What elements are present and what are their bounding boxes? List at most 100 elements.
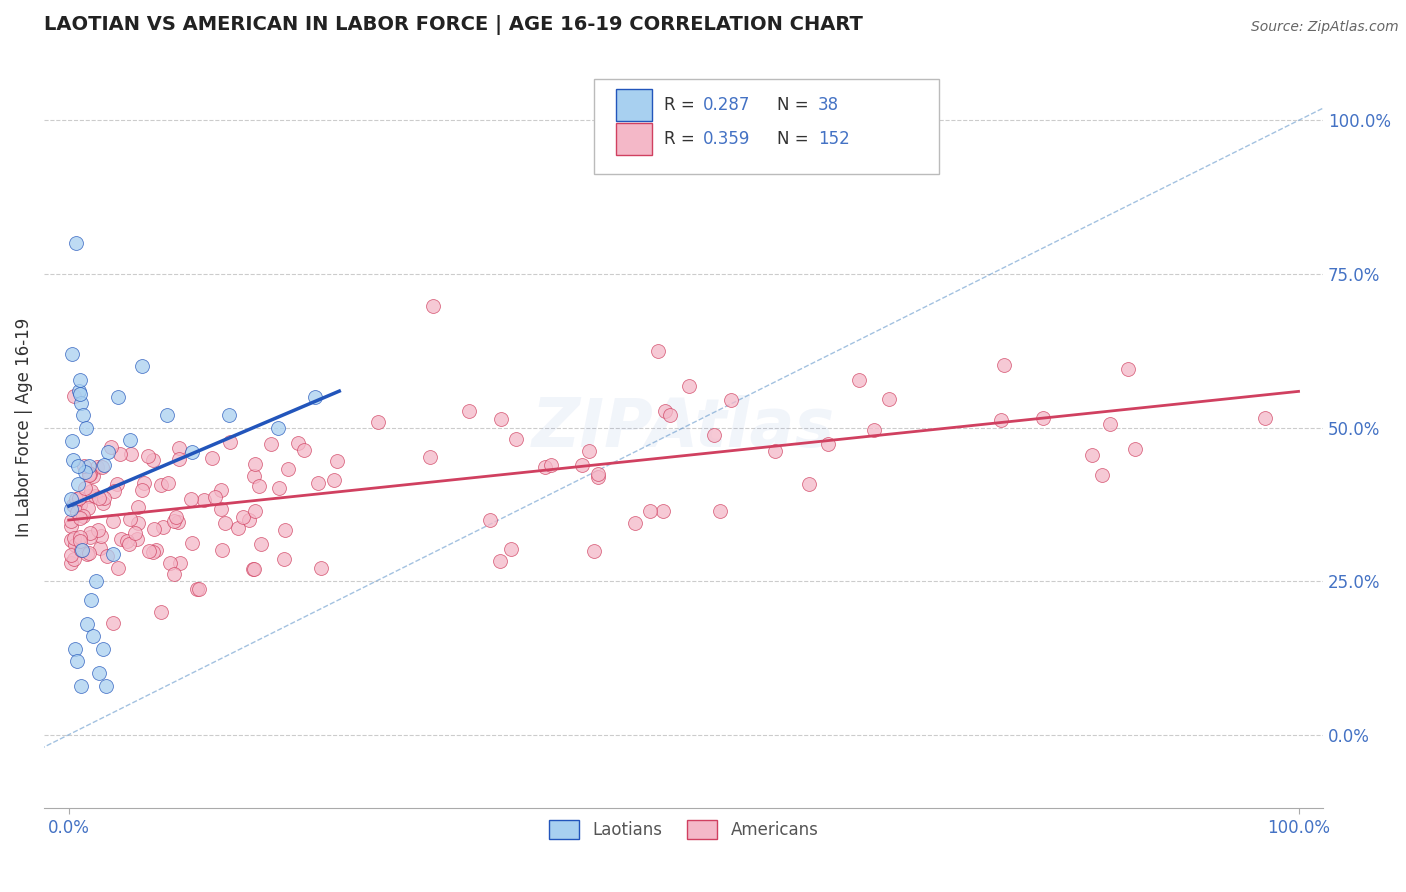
Point xyxy=(107,390,129,404)
Point xyxy=(287,436,309,450)
Point xyxy=(149,478,172,492)
Point xyxy=(678,379,700,393)
Point xyxy=(60,514,83,528)
Point xyxy=(245,504,267,518)
Point xyxy=(709,504,731,518)
Point xyxy=(654,404,676,418)
Point xyxy=(60,533,83,548)
Point xyxy=(80,592,103,607)
Text: ZIPAtlas: ZIPAtlas xyxy=(531,394,835,460)
Point xyxy=(586,470,609,484)
Point xyxy=(60,492,83,507)
Point xyxy=(188,582,211,597)
Point xyxy=(79,466,101,480)
Point xyxy=(489,554,512,568)
Point xyxy=(131,359,153,373)
Point xyxy=(134,476,156,491)
Point xyxy=(66,505,89,519)
Point xyxy=(60,519,83,533)
Point xyxy=(67,491,90,505)
Point xyxy=(66,477,89,491)
Text: N =: N = xyxy=(778,130,814,148)
Point xyxy=(1091,467,1114,482)
Y-axis label: In Labor Force | Age 16-19: In Labor Force | Age 16-19 xyxy=(15,318,32,537)
Point xyxy=(127,500,149,514)
Point xyxy=(260,437,283,451)
Point xyxy=(242,562,264,576)
Point xyxy=(647,344,669,359)
Point xyxy=(277,462,299,476)
Text: R =: R = xyxy=(665,130,700,148)
Point xyxy=(169,556,191,570)
Point xyxy=(86,523,108,537)
Point xyxy=(76,617,98,632)
Point xyxy=(107,561,129,575)
Legend: Laotians, Americans: Laotians, Americans xyxy=(543,814,825,846)
Point xyxy=(149,605,172,619)
Point xyxy=(624,516,647,530)
Point xyxy=(79,525,101,540)
Point xyxy=(69,530,91,544)
Point xyxy=(60,548,83,562)
Point xyxy=(145,543,167,558)
Point xyxy=(96,549,118,564)
Point xyxy=(94,679,117,693)
Point xyxy=(103,514,125,528)
Point xyxy=(62,499,84,513)
Point xyxy=(307,476,329,491)
Point xyxy=(274,523,297,537)
Point xyxy=(105,476,128,491)
Point xyxy=(156,409,179,423)
Point xyxy=(69,498,91,512)
Point xyxy=(204,490,226,504)
Point xyxy=(63,389,86,403)
Point xyxy=(72,508,94,523)
Point xyxy=(97,445,120,459)
Point xyxy=(76,500,98,515)
Text: LAOTIAN VS AMERICAN IN LABOR FORCE | AGE 16-19 CORRELATION CHART: LAOTIAN VS AMERICAN IN LABOR FORCE | AGE… xyxy=(44,15,863,35)
Point xyxy=(77,467,100,482)
Point xyxy=(326,454,349,468)
Point xyxy=(238,513,260,527)
Point xyxy=(763,444,786,458)
Point xyxy=(1123,442,1146,457)
Point xyxy=(117,533,139,548)
Point xyxy=(143,522,166,536)
Point xyxy=(79,484,101,499)
Point xyxy=(79,530,101,544)
Point xyxy=(180,492,202,507)
Point xyxy=(76,547,98,561)
Point xyxy=(186,582,208,596)
Point xyxy=(101,547,124,561)
Point xyxy=(243,562,266,576)
Point xyxy=(152,520,174,534)
Point xyxy=(659,408,682,422)
Point xyxy=(990,413,1012,427)
Point xyxy=(69,373,91,387)
Point xyxy=(193,493,215,508)
Point xyxy=(479,513,502,527)
Point xyxy=(103,615,125,630)
Point xyxy=(249,479,271,493)
Point xyxy=(91,460,114,475)
Point xyxy=(69,511,91,525)
Point xyxy=(108,447,131,461)
Point xyxy=(93,491,115,506)
Point xyxy=(242,469,264,483)
Bar xyxy=(616,88,651,120)
Point xyxy=(60,556,83,570)
Point xyxy=(70,542,93,557)
Point xyxy=(167,452,190,467)
Point xyxy=(848,373,870,387)
Point xyxy=(84,574,107,589)
Point xyxy=(1116,362,1139,376)
Point xyxy=(110,533,132,547)
Point xyxy=(103,483,125,498)
Point xyxy=(63,538,86,552)
Point xyxy=(118,512,141,526)
Point xyxy=(65,491,87,506)
Point xyxy=(127,516,149,530)
Point xyxy=(73,458,96,473)
Point xyxy=(60,434,83,448)
Point xyxy=(82,629,104,643)
